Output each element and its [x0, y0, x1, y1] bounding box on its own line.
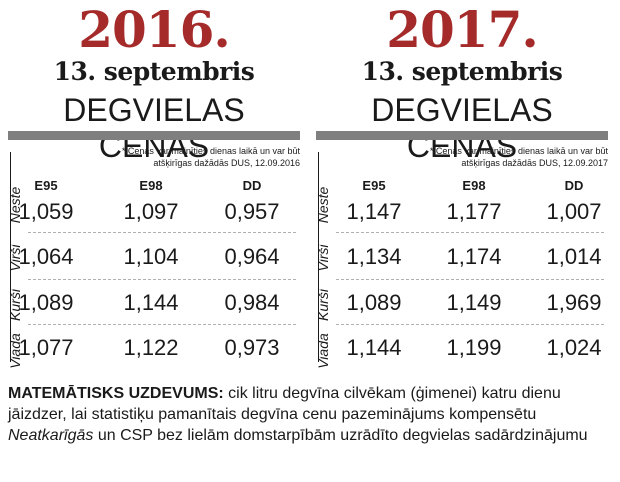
gray-rule [316, 131, 608, 140]
note-line-1: * Cenas var mainīties dienas laikā un va… [429, 146, 608, 156]
price-cell: 0,957 [224, 199, 280, 224]
date-subtitle: 13. septembris [53, 57, 255, 86]
price-note: * Cenas var mainīties dienas laikā un va… [60, 145, 300, 169]
date-subtitle: 13. septembris [361, 57, 563, 86]
price-cell: 1,064 [18, 244, 74, 269]
price-cell: 1,147 [346, 199, 402, 224]
note-line-2: atšķirīgas dažādās DUS, 12.09.2016 [153, 158, 300, 168]
row-separator [28, 279, 296, 280]
price-panel-2017: 2017. 13. septembris DEGVIELAS CENAS * C… [312, 0, 612, 369]
price-cell: 1,144 [123, 290, 179, 315]
station-label: Viada [315, 333, 331, 369]
year-title: 2017. [386, 0, 539, 59]
price-cell: 1,089 [18, 290, 74, 315]
price-cell: 1,134 [346, 244, 402, 269]
price-cell: 0,984 [224, 290, 280, 315]
newspaper-name: Neatkarīgās [8, 427, 94, 444]
price-cell: 0,964 [224, 244, 280, 269]
price-cell: 1,077 [18, 335, 74, 360]
price-cell: 1,969 [546, 290, 602, 315]
row-separator [28, 324, 296, 325]
task-text-end: un CSP bez lielām domstarpībām uzrādīto … [93, 427, 588, 444]
price-cell: 1,007 [546, 199, 602, 224]
note-line-1: * Cenas var mainīties dienas laikā un va… [121, 146, 300, 156]
math-task-paragraph: MATEMĀTISKS UZDEVUMS: cik litru degvīna … [8, 383, 612, 446]
price-cell: 1,059 [18, 199, 74, 224]
price-cell: 1,177 [446, 199, 502, 224]
row-separator [336, 324, 604, 325]
year-title: 2016. [78, 0, 231, 59]
price-cell: 1,089 [346, 290, 402, 315]
station-label: Virši [315, 244, 331, 272]
row-separator [28, 232, 296, 233]
note-line-2: atšķirīgas dažādās DUS, 12.09.2017 [461, 158, 608, 168]
price-cell: 1,014 [546, 244, 602, 269]
price-cell: 1,144 [346, 335, 402, 360]
row-separator [336, 279, 604, 280]
price-cell: 1,122 [123, 335, 179, 360]
task-lead: MATEMĀTISKS UZDEVUMS: [8, 385, 224, 402]
gray-rule [8, 131, 300, 140]
price-cell: 1,024 [546, 335, 602, 360]
price-note: * Cenas var mainīties dienas laikā un va… [368, 145, 608, 169]
price-cell: 1,097 [123, 199, 179, 224]
price-cell: 1,174 [446, 244, 502, 269]
price-cell: 0,973 [224, 335, 280, 360]
column-header-e95: E95 [34, 178, 58, 193]
price-cell: 1,199 [446, 335, 502, 360]
station-label: Kurši [315, 289, 331, 321]
column-header-e98: E98 [139, 178, 163, 193]
row-separator [336, 232, 604, 233]
price-cell: 1,104 [123, 244, 179, 269]
station-label: Neste [315, 186, 331, 224]
price-panel-2016: 2016. 13. septembris DEGVIELAS CENAS * C… [4, 0, 304, 369]
price-cell: 1,149 [446, 290, 502, 315]
vertical-divider [318, 152, 319, 362]
column-header-e98: E98 [462, 178, 486, 193]
task-text: cik litru degvīna cilvēkam (ģimenei) kat… [8, 385, 561, 423]
vertical-divider [10, 152, 11, 362]
column-header-dd: DD [242, 178, 262, 193]
column-header-e95: E95 [362, 178, 386, 193]
column-header-dd: DD [564, 178, 584, 193]
